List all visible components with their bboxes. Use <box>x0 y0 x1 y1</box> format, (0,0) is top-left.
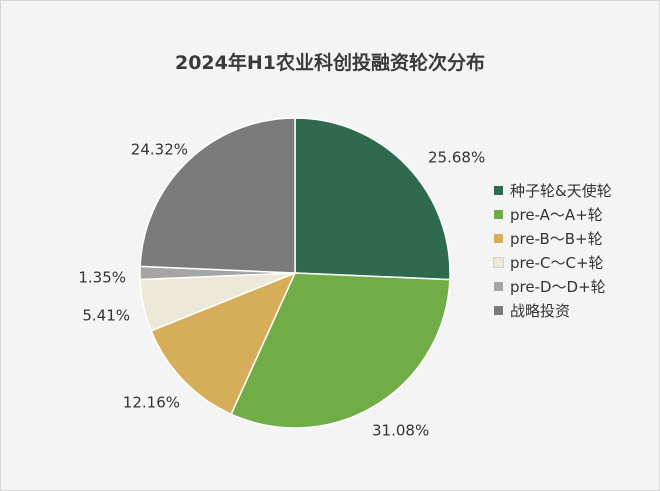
legend-label: pre-A～A+轮 <box>510 205 603 224</box>
chart-title: 2024年H1农业科创投融资轮次分布 <box>174 52 485 74</box>
legend-item: pre-D～D+轮 <box>494 274 612 298</box>
data-label: 1.35% <box>78 269 126 287</box>
data-label: 25.68% <box>428 149 485 167</box>
chart-legend: 种子轮&天使轮 pre-A～A+轮 pre-B～B+轮 pre-C～C+轮 pre-D～… <box>493 178 612 322</box>
legend-label: pre-C～C+轮 <box>510 253 604 272</box>
legend-swatch <box>494 209 503 219</box>
data-label: 5.41% <box>82 307 130 325</box>
data-label: 12.16% <box>123 394 180 412</box>
data-label: 31.08% <box>372 422 429 440</box>
data-label: 24.32% <box>131 141 188 159</box>
pie-slice <box>150 271 297 416</box>
legend-swatch <box>494 281 503 291</box>
legend-swatch <box>494 185 503 195</box>
legend-label: pre-B～B+轮 <box>510 229 603 248</box>
pie-slice <box>230 272 451 429</box>
legend-swatch <box>494 305 503 315</box>
legend-label: 战略投资 <box>510 301 571 320</box>
legend-item: 种子轮&天使轮 <box>494 178 612 202</box>
legend-item: 战略投资 <box>494 298 612 322</box>
legend-label: pre-D～D+轮 <box>510 277 606 296</box>
legend-item: pre-A～A+轮 <box>494 202 612 226</box>
legend-item: pre-B～B+轮 <box>494 226 612 250</box>
legend-label: 种子轮&天使轮 <box>510 181 612 200</box>
pie-slice <box>139 117 296 274</box>
legend-swatch <box>493 256 504 268</box>
legend-item: pre-C～C+轮 <box>493 250 612 274</box>
legend-swatch <box>494 233 503 243</box>
pie-slice <box>294 117 451 281</box>
